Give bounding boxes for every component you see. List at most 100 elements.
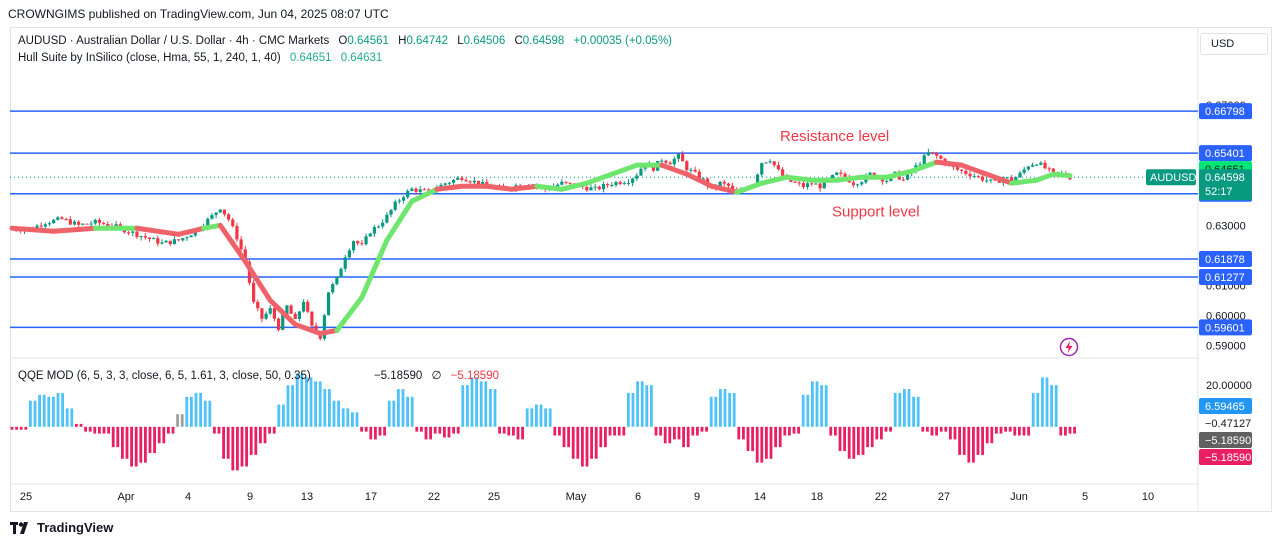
candle-body [672,158,676,165]
hull-band-segment [434,183,465,192]
hull-band-segment [267,297,298,327]
qqe-bar [75,423,78,427]
qqe-bar [217,426,221,434]
qqe-bar [1045,377,1049,427]
candle-body [410,188,414,191]
hull-band-segment [484,183,515,192]
candle-body [976,176,980,178]
candle-body [185,237,189,239]
brand-name: TradingView [37,520,114,535]
ohlc-high-value: 0.64742 [406,35,449,47]
hull-value-2: 0.64631 [340,52,383,64]
qqe-bar [1027,426,1030,436]
candle-body [980,176,985,181]
candle-body [276,318,281,330]
qqe-bar [709,396,713,427]
qqe-bar [443,426,446,438]
hull-band-segment [834,174,865,183]
qqe-bar [29,400,32,427]
qqe-title[interactable]: QQE MOD (6, 5, 3, 3, close, 6, 5, 1.61, … [18,370,311,382]
candle-body [218,209,222,213]
candle-body [960,169,964,171]
lightning-icon[interactable] [1059,337,1079,357]
qqe-bar [498,426,501,434]
qqe-bar [981,426,984,455]
candle-body [397,200,401,202]
candle-body [368,233,372,237]
qqe-bar [88,426,92,432]
hull-band-segment [9,225,57,234]
candle-body [635,175,639,179]
qqe-bar [650,385,653,427]
candle-body [210,215,214,219]
qqe-bar [153,426,156,453]
qqe-bar [254,426,258,455]
qqe-tag-bg [1199,398,1252,414]
qqe-bar [953,426,957,440]
candle-body [381,222,385,227]
qqe-bar [1073,426,1076,434]
hull-band-segment [684,171,715,189]
tradingview-logo[interactable]: TradingView [10,520,113,535]
qqe-bar [714,396,718,427]
qqe-bar [866,426,869,448]
candle-body [226,214,231,220]
qqe-bar [493,389,497,427]
qqe-bar [240,426,244,467]
candle-body [1047,168,1051,170]
time-axis-label: Jun [1010,491,1028,503]
hull-band-segment [959,162,990,177]
qqe-bar [70,408,74,427]
candle-body [56,217,60,220]
hull-band-segment [409,186,440,204]
candle-body [676,153,681,159]
qqe-bar [479,381,483,427]
candle-body [868,172,872,176]
qqe-bar [622,426,626,436]
qqe-bar [1008,426,1012,432]
qqe-bar [249,426,253,455]
qqe-bar [1004,426,1007,432]
qqe-bar [774,426,777,448]
qqe-bar [337,400,340,427]
candle-body [414,188,418,192]
qqe-bar [397,389,400,427]
candle-body [835,172,839,175]
hull-band-segment [584,171,615,186]
qqe-bar [1036,392,1040,427]
qqe-bar [880,426,883,440]
currency-selector[interactable]: USD [1200,33,1268,55]
candle-body [568,182,572,184]
qqe-bar [378,426,382,436]
candle-body [843,173,847,178]
hull-band-segment [359,237,390,300]
symbol-title[interactable]: AUDUSD · Australian Dollar / U.S. Dollar… [18,35,330,47]
candle-body [764,162,768,164]
candle-body [114,224,118,227]
hull-title[interactable]: Hull Suite by InSilico (close, Hma, 55, … [18,52,281,64]
qqe-bar [387,400,391,427]
time-axis-label: 18 [811,491,823,503]
qqe-bar [995,426,998,434]
level-price-tag: 0.66798 [1205,106,1245,118]
qqe-bar [861,426,865,455]
hull-band-segment [1034,171,1056,183]
qqe-bar [926,426,929,432]
candle-body [135,231,139,237]
tradingview-mark-icon [10,521,28,534]
qqe-bar [318,381,322,427]
qqe-bar [958,426,961,455]
candle-body [264,313,268,319]
qqe-bar [116,426,120,448]
candle-body [1005,177,1010,179]
candle-body [456,177,460,180]
qqe-bar [52,396,55,427]
qqe-bar [190,396,193,427]
qqe-bar [815,381,819,427]
candle-body [118,224,122,227]
candle-body [1010,177,1014,182]
candle-body [585,186,589,191]
candle-body [564,181,568,183]
candle-body [922,155,926,165]
